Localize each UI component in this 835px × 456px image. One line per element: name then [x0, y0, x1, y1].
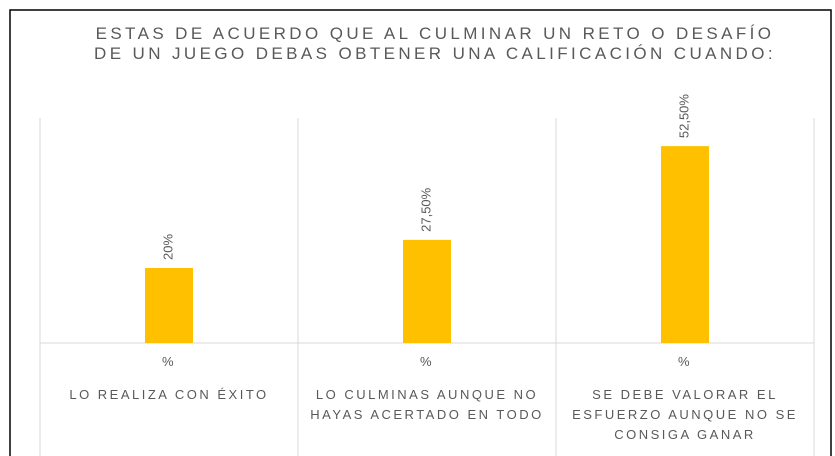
x-tick-label: SE DEBE VALORAR EL ESFUERZO AUNQUE NO SE…	[572, 387, 798, 442]
x-tick-label: LO REALIZA CON ÉXITO	[69, 387, 269, 402]
chart-title: ESTAS DE ACUERDO QUE AL CULMINAR UN RETO…	[94, 24, 776, 63]
bar	[403, 239, 451, 343]
bar	[145, 268, 193, 343]
data-label: 52,50%	[676, 94, 691, 139]
data-label: 27,50%	[418, 187, 433, 232]
data-label: 20%	[160, 234, 175, 260]
bar	[661, 146, 709, 343]
x-subcategory-label: %	[419, 354, 435, 369]
x-subcategory-label: %	[161, 354, 177, 369]
x-tick-label: LO CULMINAS AUNQUE NO HAYAS ACERTADO EN …	[310, 387, 544, 422]
x-subcategory-label: %	[677, 354, 693, 369]
